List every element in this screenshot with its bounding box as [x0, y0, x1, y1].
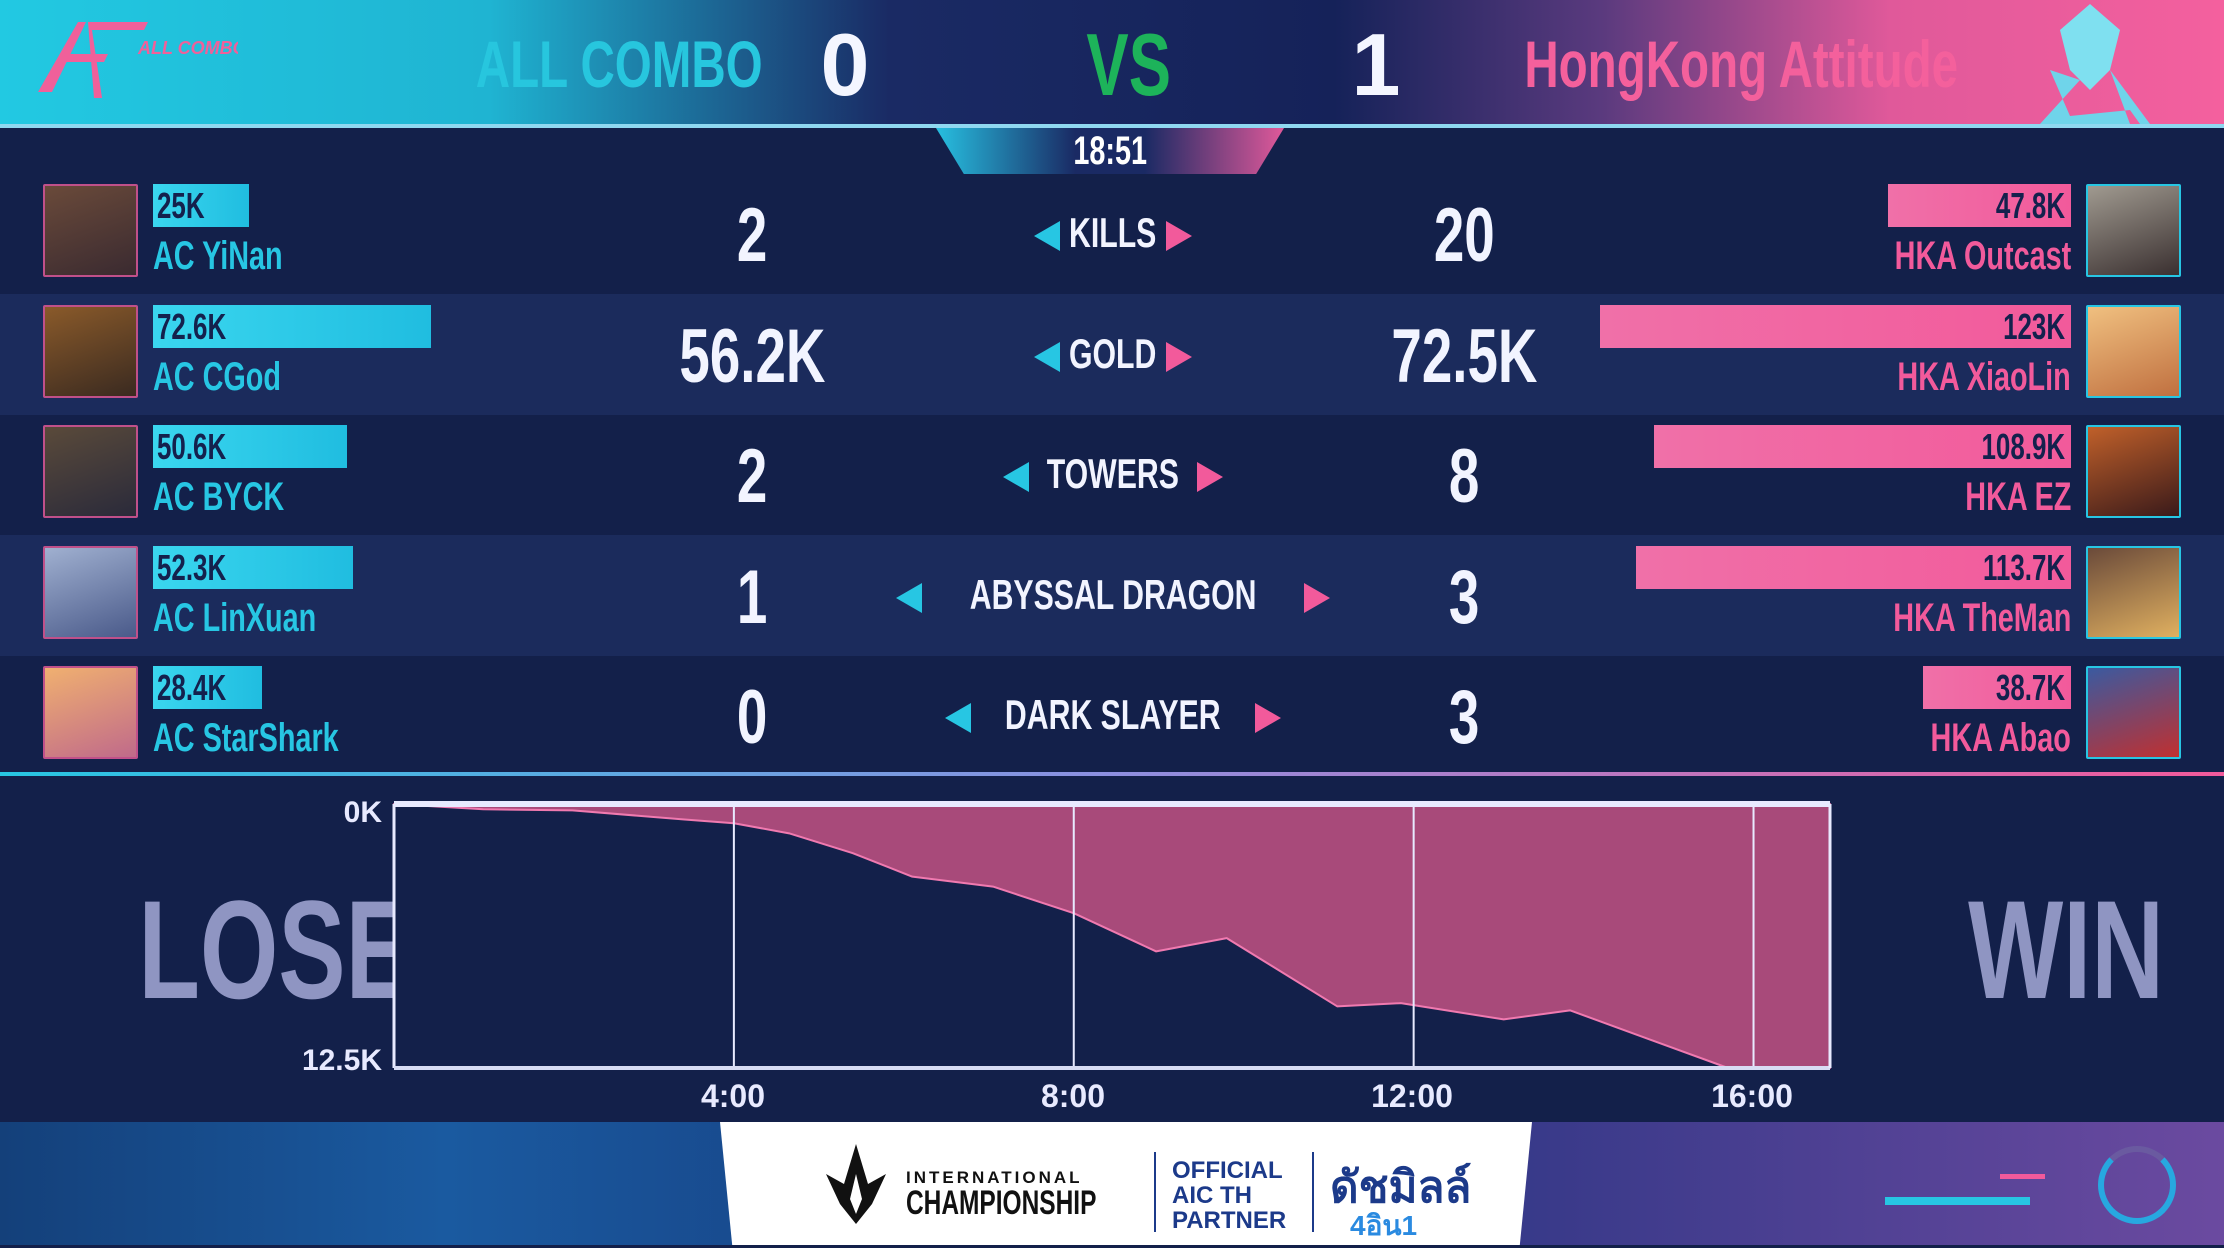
x-tick-label: 4:00	[700, 1078, 766, 1114]
left-player-name: AC StarShark	[153, 716, 339, 761]
left-player-gold-bar: 52.3K	[153, 545, 354, 589]
right-player-name: HKA Outcast	[1894, 234, 2071, 278]
gold-difference-area	[393, 803, 1831, 1069]
right-stat-value: 8	[1448, 434, 1480, 520]
right-hero-portrait	[2086, 304, 2181, 398]
left-player-name: AC BYCK	[153, 475, 285, 520]
progress-bar-decoration	[1885, 1197, 2030, 1205]
left-arrow-icon	[1034, 341, 1061, 372]
y-tick-label-top: 0K	[343, 796, 382, 829]
right-stat-value: 20	[1433, 193, 1495, 278]
hongkong-attitude-logo	[2040, 4, 2150, 124]
stat-row: 25K AC YiNan 2 KILLS 20 47.8K HKA Outcas…	[0, 173, 2224, 294]
x-tick-label: 8:00	[1040, 1078, 1106, 1114]
championship-logo-icon	[826, 1144, 886, 1224]
stat-label-towers: TOWERS	[813, 444, 1413, 504]
right-team-name: HongKong Attitude	[1524, 27, 1959, 101]
left-player-gold-bar: 28.4K	[153, 666, 262, 710]
left-player-name: AC YiNan	[153, 234, 283, 278]
right-hero-portrait	[2086, 666, 2181, 760]
stat-label-abyssal-dragon: ABYSSAL DRAGON	[813, 565, 1413, 625]
gold-difference-chart	[392, 801, 1832, 1070]
left-hero-portrait	[43, 666, 138, 760]
right-arrow-icon	[1304, 582, 1331, 613]
decoration-line	[2000, 1174, 2045, 1179]
partner-text: OFFICIAL AIC TH PARTNER	[1172, 1157, 1287, 1234]
right-arrow-icon	[1165, 341, 1192, 372]
left-hero-portrait	[43, 545, 138, 639]
left-player-name: AC LinXuan	[153, 595, 317, 640]
stat-row: 72.6K AC CGod 56.2K GOLD 72.5K 123K HKA …	[0, 293, 2224, 415]
left-player-gold-bar: 25K	[153, 184, 249, 227]
left-stat-value: 56.2K	[678, 313, 826, 399]
right-hero-portrait	[2086, 545, 2181, 639]
event-line1: INTERNATIONAL	[906, 1168, 1083, 1187]
left-arrow-icon	[1034, 220, 1061, 251]
stat-label-dark-slayer: DARK SLAYER	[813, 685, 1413, 745]
left-hero-portrait	[43, 304, 138, 398]
left-stat-value: 1	[736, 554, 768, 640]
separator	[1312, 1152, 1314, 1232]
stat-label-gold: GOLD	[813, 324, 1413, 384]
stat-row: 50.6K AC BYCK 2 TOWERS 8 108.9K HKA EZ	[0, 414, 2224, 535]
left-player-gold-bar: 50.6K	[153, 425, 347, 469]
loading-ring-icon	[2098, 1146, 2176, 1224]
right-player-name: HKA Abao	[1930, 716, 2071, 761]
left-stat-value: 2	[736, 434, 768, 520]
separator	[1154, 1152, 1156, 1232]
scoreboard-header: ALL COMBO ALL COMBO 0 VS 1 HongKong Atti…	[0, 0, 2224, 128]
right-player-gold-bar: 38.7K	[1922, 666, 2071, 710]
left-arrow-icon	[945, 703, 972, 734]
right-arrow-icon	[1165, 220, 1192, 251]
game-timer: 18:51	[936, 128, 1284, 174]
vs-label: VS	[1086, 15, 1171, 114]
dutchmill-brand: ดัชมิลล์	[1330, 1163, 1472, 1212]
right-player-gold-bar: 47.8K	[1887, 184, 2071, 227]
left-hero-portrait	[43, 184, 138, 277]
right-player-name: HKA XiaoLin	[1897, 354, 2071, 399]
right-hero-portrait	[2086, 184, 2181, 277]
section-divider	[0, 772, 2224, 776]
right-player-gold-bar: 108.9K	[1653, 425, 2071, 469]
left-stat-value: 2	[736, 193, 768, 278]
win-label: WIN	[1968, 871, 2165, 1028]
stat-label-kills: KILLS	[813, 203, 1413, 263]
left-team-name: ALL COMBO	[475, 27, 763, 101]
right-player-name: HKA EZ	[1964, 475, 2071, 520]
lose-label: LOSE	[138, 871, 413, 1028]
left-hero-portrait	[43, 425, 138, 519]
dutchmill-subbrand: 4อิน1	[1350, 1210, 1418, 1241]
stat-row: 28.4K AC StarShark 0 DARK SLAYER 3 38.7K…	[0, 655, 2224, 776]
right-player-gold-bar: 113.7K	[1635, 545, 2071, 589]
left-team-score: 0	[820, 15, 870, 114]
left-player-name: AC CGod	[153, 354, 281, 399]
event-line2: CHAMPIONSHIP	[906, 1184, 1097, 1222]
right-arrow-icon	[1254, 703, 1281, 734]
svg-text:ALL COMBO: ALL COMBO	[137, 38, 238, 58]
y-tick-label-bottom: 12.5K	[301, 1044, 382, 1077]
right-player-name: HKA TheMan	[1892, 595, 2071, 640]
left-arrow-icon	[895, 582, 922, 613]
right-team-score: 1	[1351, 15, 1401, 114]
left-arrow-icon	[1003, 462, 1030, 493]
left-player-gold-bar: 72.6K	[153, 304, 432, 348]
all-combo-logo: ALL COMBO	[38, 22, 238, 98]
sponsor-banner: INTERNATIONAL CHAMPIONSHIP OFFICIAL AIC T…	[720, 1122, 1532, 1245]
right-player-gold-bar: 123K	[1599, 304, 2071, 348]
x-tick-label: 12:00	[1371, 1078, 1453, 1114]
right-stat-value: 3	[1448, 675, 1480, 761]
right-stat-value: 3	[1448, 554, 1480, 640]
left-stat-value: 0	[736, 675, 768, 761]
right-arrow-icon	[1196, 462, 1223, 493]
right-stat-value: 72.5K	[1390, 313, 1538, 399]
x-tick-label: 16:00	[1711, 1078, 1793, 1114]
stat-row: 52.3K AC LinXuan 1 ABYSSAL DRAGON 3 113.…	[0, 534, 2224, 656]
right-hero-portrait	[2086, 425, 2181, 519]
